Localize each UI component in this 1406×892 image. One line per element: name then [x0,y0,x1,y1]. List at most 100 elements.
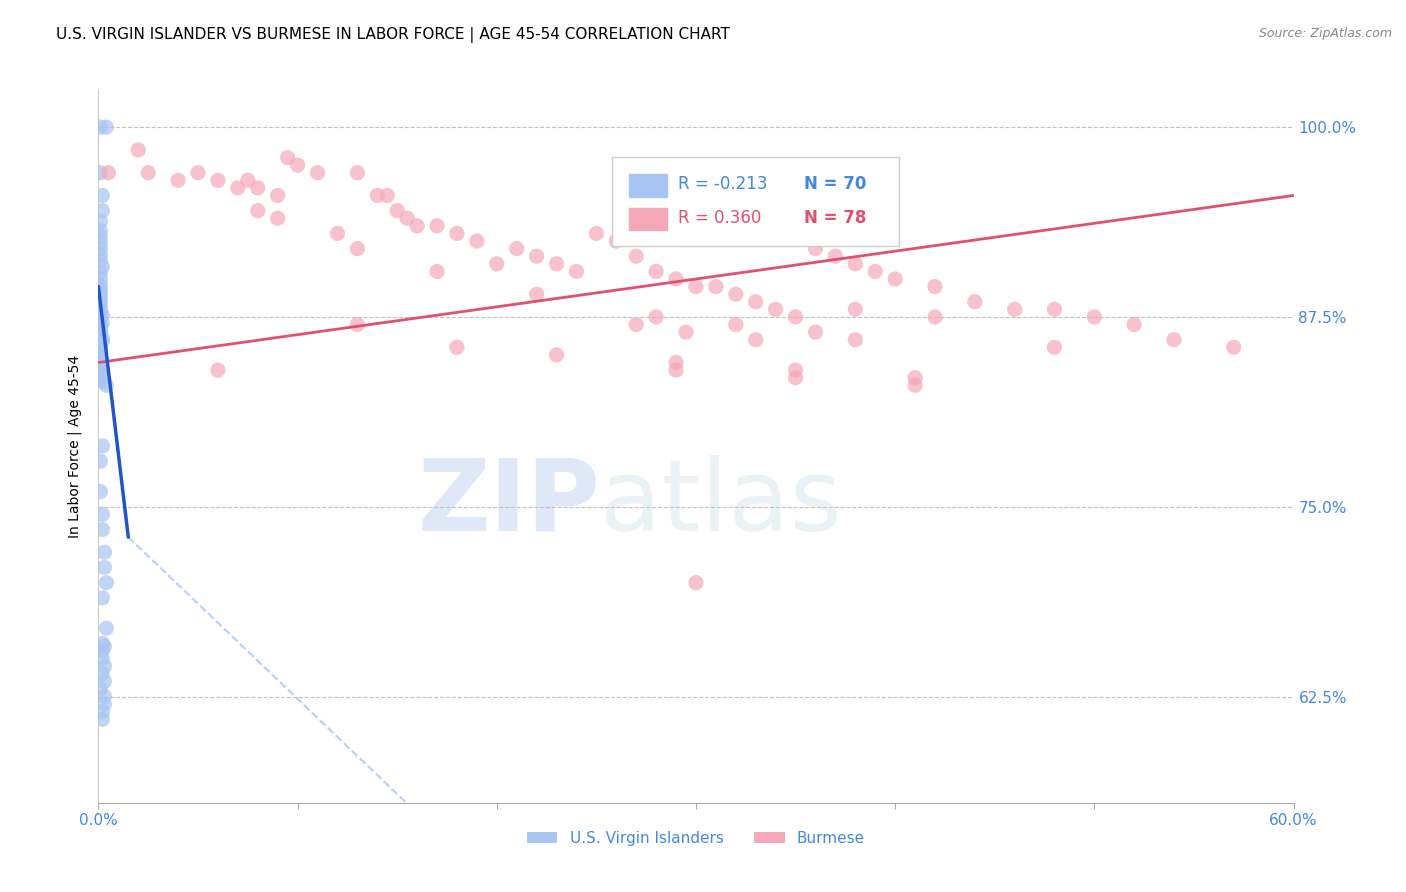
Point [89,322,111,336]
Point [426,219,449,233]
Y-axis label: In Labor Force | Age 45-54: In Labor Force | Age 45-54 [67,354,83,538]
Point [546,257,568,271]
FancyBboxPatch shape [628,208,668,230]
Point [506,242,529,256]
Point [207,173,229,187]
Point [89,283,111,297]
Point [904,370,927,384]
Point [93,690,115,704]
Point [1043,302,1066,317]
Point [366,188,388,202]
Point [91,309,114,323]
Point [93,674,115,689]
Point [89,223,111,237]
Point [89,325,111,339]
Point [785,310,807,324]
Point [924,279,946,293]
Text: U.S. VIRGIN ISLANDER VS BURMESE IN LABOR FORCE | AGE 45-54 CORRELATION CHART: U.S. VIRGIN ISLANDER VS BURMESE IN LABOR… [56,27,730,43]
Point [675,325,697,339]
Point [785,363,807,377]
Point [804,325,827,339]
Point [89,350,111,364]
Point [89,301,111,315]
Point [236,173,259,187]
Point [91,334,114,349]
Point [385,203,409,218]
Point [685,279,707,293]
Point [91,331,114,345]
Point [207,363,229,377]
Point [326,227,349,241]
Point [89,454,111,468]
Point [89,266,111,280]
Point [96,621,118,635]
Point [865,264,887,278]
Text: N = 78: N = 78 [804,209,866,227]
Point [446,340,468,354]
Text: R = 0.360: R = 0.360 [678,209,762,227]
Point [1223,340,1246,354]
Point [446,227,468,241]
Point [375,188,398,202]
Point [91,260,114,274]
Point [89,681,111,696]
Point [89,229,111,244]
Point [406,219,429,233]
Point [89,253,111,268]
Point [91,636,114,650]
Point [804,242,827,256]
Point [485,257,508,271]
Point [1163,333,1185,347]
Point [745,294,768,309]
Point [645,310,668,324]
Point [89,287,111,301]
Text: N = 70: N = 70 [804,175,866,193]
Point [89,242,111,256]
Point [89,120,111,135]
Point [526,287,548,301]
Point [626,249,648,263]
Text: Source: ZipAtlas.com: Source: ZipAtlas.com [1258,27,1392,40]
Point [136,166,159,180]
Point [605,234,627,248]
Point [89,313,111,327]
Point [89,359,111,373]
Point [93,560,115,574]
Point [267,211,290,226]
Point [91,712,114,726]
Point [91,203,114,218]
Point [526,249,548,263]
Point [89,363,111,377]
Point [96,378,118,392]
Point [645,264,668,278]
Point [91,666,114,681]
Point [226,181,249,195]
Point [89,319,111,334]
Point [89,351,111,365]
Point [91,651,114,665]
Point [89,214,111,228]
Point [267,188,290,202]
Point [704,279,727,293]
Point [91,705,114,719]
Point [89,278,111,293]
Point [426,264,449,278]
Point [89,357,111,371]
Point [93,697,115,711]
Point [89,235,111,250]
Point [924,310,946,324]
Point [765,302,787,317]
Text: ZIP: ZIP [418,455,600,551]
Point [745,333,768,347]
Point [1083,310,1105,324]
Point [89,343,111,358]
Point [89,272,111,286]
Point [89,328,111,343]
Point [1043,340,1066,354]
Point [844,302,866,317]
Point [187,166,209,180]
Legend: U.S. Virgin Islanders, Burmese: U.S. Virgin Islanders, Burmese [520,825,872,852]
Point [127,143,149,157]
Point [904,378,927,392]
Point [884,272,907,286]
